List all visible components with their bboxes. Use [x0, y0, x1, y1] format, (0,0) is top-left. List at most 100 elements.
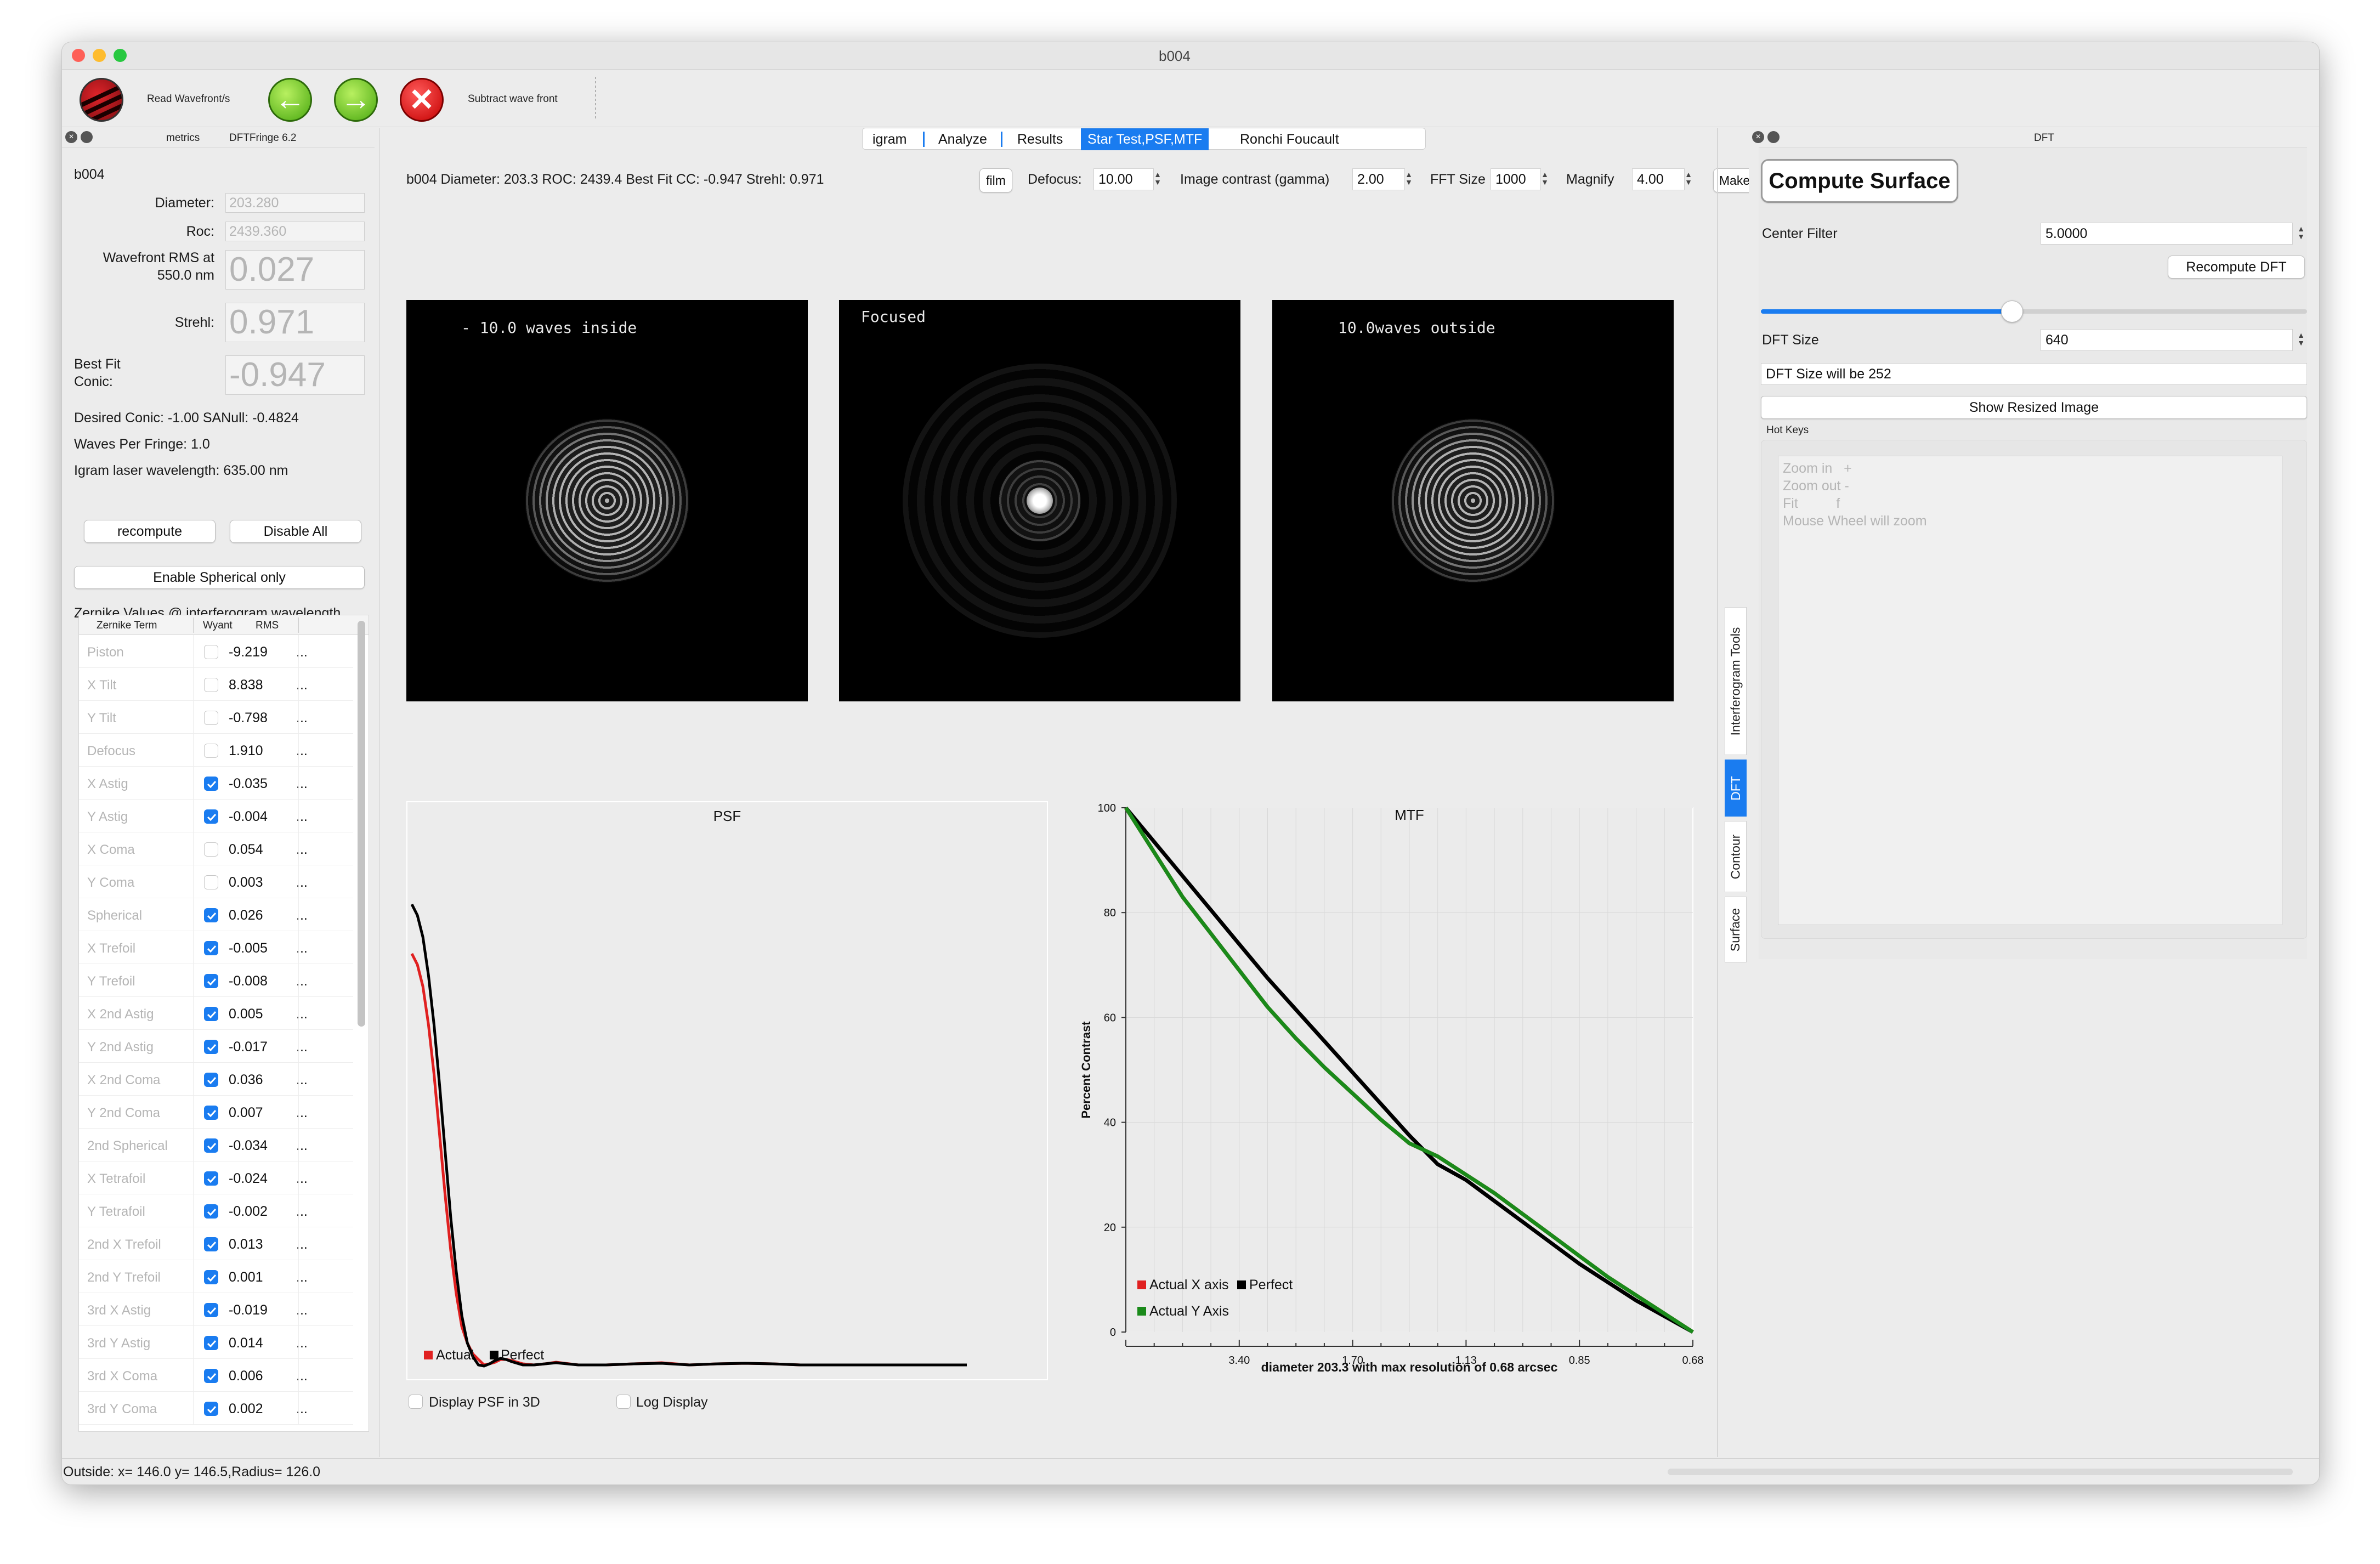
magnify-spin-arrows[interactable]: ▲ ▼ — [1685, 170, 1692, 186]
zernike-wyant-checkbox[interactable] — [204, 1270, 218, 1284]
zernike-wyant-checkbox[interactable] — [204, 908, 218, 922]
zernike-rms-value[interactable]: 0.036 — [229, 1072, 263, 1087]
col-wyant[interactable]: Wyant — [203, 620, 233, 631]
zernike-wyant-checkbox[interactable] — [204, 1369, 218, 1383]
col-rms[interactable]: RMS — [256, 620, 279, 631]
zernike-wyant-checkbox[interactable] — [204, 1402, 218, 1416]
zernike-wyant-checkbox[interactable] — [204, 1138, 218, 1153]
zernike-more-button[interactable]: ... — [296, 875, 308, 890]
show-resized-image-button[interactable]: Show Resized Image — [1761, 396, 2307, 419]
zernike-rms-value[interactable]: -0.798 — [229, 710, 268, 726]
zernike-more-button[interactable]: ... — [296, 940, 308, 956]
zernike-rms-value[interactable]: 0.003 — [229, 875, 263, 890]
zernike-more-button[interactable]: ... — [296, 677, 308, 693]
zernike-wyant-checkbox[interactable] — [204, 974, 218, 988]
read-wavefront-button[interactable]: Read Wavefront/s — [147, 93, 230, 105]
zernike-rms-value[interactable]: 8.838 — [229, 677, 263, 693]
defocus-spin-arrows[interactable]: ▲ ▼ — [1154, 170, 1161, 186]
zernike-wyant-checkbox[interactable] — [204, 1106, 218, 1120]
zoom-window-button[interactable] — [114, 49, 127, 62]
zernike-wyant-checkbox[interactable] — [204, 744, 218, 758]
col-zernike-term[interactable]: Zernike Term — [97, 620, 157, 631]
zernike-more-button[interactable]: ... — [296, 1302, 308, 1318]
zernike-more-button[interactable]: ... — [296, 1039, 308, 1055]
zernike-rms-value[interactable]: 0.014 — [229, 1335, 263, 1351]
compute-surface-button[interactable]: Compute Surface — [1761, 159, 1958, 203]
zernike-wyant-checkbox[interactable] — [204, 777, 218, 791]
dft-dock-float-icon[interactable] — [1767, 131, 1780, 143]
zernike-wyant-checkbox[interactable] — [204, 1040, 218, 1054]
zernike-more-button[interactable]: ... — [296, 842, 308, 857]
zernike-more-button[interactable]: ... — [296, 973, 308, 989]
zernike-rms-value[interactable]: 1.910 — [229, 743, 263, 758]
zernike-more-button[interactable]: ... — [296, 1237, 308, 1252]
dft-size-spin-arrows[interactable]: ▲ ▼ — [2297, 331, 2305, 347]
center-filter-spinbox[interactable]: 5.0000 — [2041, 223, 2293, 245]
dft-dock-close-icon[interactable]: × — [1752, 131, 1764, 143]
magnify-spinbox[interactable]: 4.00 — [1632, 168, 1685, 190]
side-tab-dft[interactable]: DFT — [1725, 760, 1747, 817]
contrast-spin-arrows[interactable]: ▲ ▼ — [1405, 170, 1413, 186]
zernike-wyant-checkbox[interactable] — [204, 1171, 218, 1186]
zernike-more-button[interactable]: ... — [296, 1171, 308, 1186]
tab-star-test[interactable]: Star Test,PSF,MTF — [1081, 128, 1209, 150]
zernike-rms-value[interactable]: -0.035 — [229, 776, 268, 791]
zernike-rms-value[interactable]: -0.004 — [229, 809, 268, 824]
zernike-rms-value[interactable]: -0.017 — [229, 1039, 268, 1055]
zernike-wyant-checkbox[interactable] — [204, 1204, 218, 1219]
zernike-rms-value[interactable]: -0.005 — [229, 940, 268, 956]
tab-results[interactable]: Results — [1017, 132, 1063, 147]
film-button[interactable]: film — [979, 168, 1012, 192]
zernike-wyant-checkbox[interactable] — [204, 1237, 218, 1251]
minimize-window-button[interactable] — [93, 49, 106, 62]
log-display-checkbox[interactable] — [616, 1395, 631, 1409]
delete-icon[interactable]: ✕ — [400, 78, 444, 122]
dft-size-spinbox[interactable]: 640 — [2041, 329, 2293, 351]
status-scrollbar[interactable] — [1668, 1469, 2293, 1475]
zernike-wyant-checkbox[interactable] — [204, 809, 218, 824]
zernike-more-button[interactable]: ... — [296, 1368, 308, 1384]
zernike-more-button[interactable]: ... — [296, 644, 308, 660]
center-filter-slider-track[interactable] — [1761, 301, 2307, 322]
roc-field[interactable]: 2439.360 — [225, 222, 365, 241]
zernike-wyant-checkbox[interactable] — [204, 1073, 218, 1087]
zernike-wyant-checkbox[interactable] — [204, 842, 218, 857]
tab-analyze[interactable]: Analyze — [938, 132, 987, 147]
zernike-rms-value[interactable]: 0.001 — [229, 1270, 263, 1285]
zernike-more-button[interactable]: ... — [296, 1006, 308, 1022]
zernike-more-button[interactable]: ... — [296, 1204, 308, 1219]
zernike-rms-value[interactable]: 0.007 — [229, 1105, 263, 1120]
diameter-field[interactable]: 203.280 — [225, 193, 365, 213]
zernike-rms-value[interactable]: -0.024 — [229, 1171, 268, 1186]
defocus-spinbox[interactable]: 10.00 — [1093, 168, 1154, 190]
dock-close-icon[interactable]: × — [65, 131, 77, 143]
zernike-more-button[interactable]: ... — [296, 1335, 308, 1351]
zernike-more-button[interactable]: ... — [296, 776, 308, 791]
recompute-button[interactable]: recompute — [84, 520, 216, 543]
zernike-more-button[interactable]: ... — [296, 743, 308, 758]
zernike-more-button[interactable]: ... — [296, 809, 308, 824]
bestfit-field[interactable]: -0.947 — [225, 355, 365, 395]
side-tab-surface[interactable]: Surface — [1725, 897, 1747, 962]
tab-ronchi-foucault[interactable]: Ronchi Foucault — [1240, 132, 1339, 147]
zernike-more-button[interactable]: ... — [296, 1072, 308, 1087]
zernike-rms-value[interactable]: 0.026 — [229, 908, 263, 923]
contrast-spinbox[interactable]: 2.00 — [1352, 168, 1405, 190]
zernike-rms-value[interactable]: -0.034 — [229, 1138, 268, 1153]
zernike-rms-value[interactable]: 0.002 — [229, 1401, 263, 1416]
zernike-wyant-checkbox[interactable] — [204, 1007, 218, 1021]
close-window-button[interactable] — [72, 49, 85, 62]
zernike-rms-value[interactable]: -9.219 — [229, 644, 268, 660]
next-arrow-icon[interactable]: → — [334, 78, 378, 122]
zernike-more-button[interactable]: ... — [296, 908, 308, 923]
zernike-wyant-checkbox[interactable] — [204, 711, 218, 725]
rms-field[interactable]: 0.027 — [225, 250, 365, 290]
disable-all-button[interactable]: Disable All — [230, 520, 361, 543]
zernike-rms-value[interactable]: 0.006 — [229, 1368, 263, 1384]
enable-spherical-button[interactable]: Enable Spherical only — [74, 566, 365, 589]
display-3d-checkbox[interactable] — [409, 1395, 423, 1409]
subtract-wavefront-button[interactable]: Subtract wave front — [468, 93, 558, 105]
zernike-rms-value[interactable]: 0.005 — [229, 1006, 263, 1022]
zernike-wyant-checkbox[interactable] — [204, 941, 218, 955]
side-tab-contour[interactable]: Contour — [1725, 821, 1747, 892]
